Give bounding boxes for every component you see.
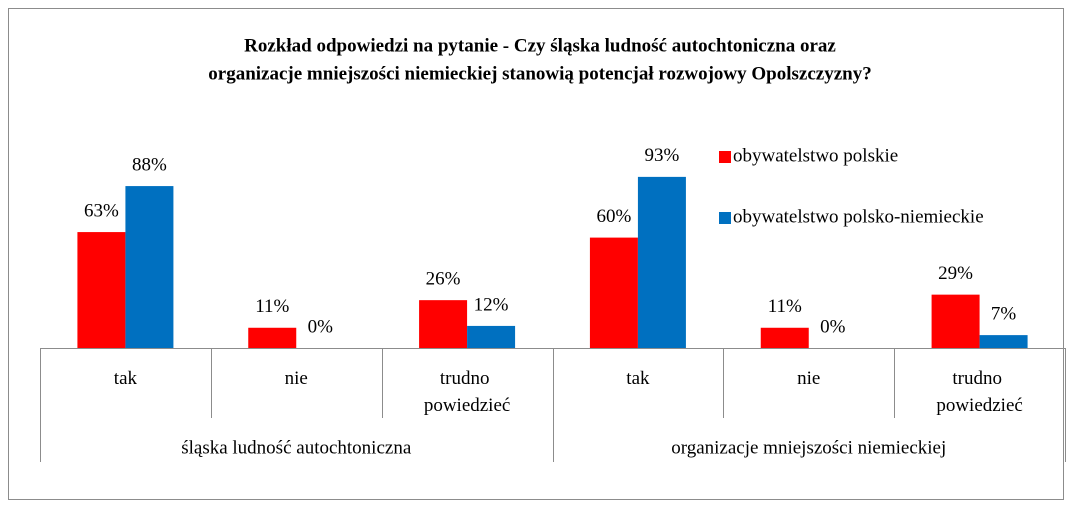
legend-label: obywatelstwo polsko-niemieckie: [733, 206, 984, 227]
chart-title: Rozkład odpowiedzi na pytanie - Czy śląs…: [244, 35, 836, 56]
bar: [637, 176, 686, 348]
chart-title: organizacje mniejszości niemieckiej stan…: [208, 63, 871, 84]
data-label: 88%: [132, 154, 167, 175]
x-tick-label: tak: [114, 368, 138, 389]
x-tick-label: trudno powiedzieć: [424, 368, 511, 416]
data-label: 11%: [255, 296, 289, 317]
x-tick-label: trudno powiedzieć: [936, 368, 1023, 416]
group-label: śląska ludność autochtoniczna: [181, 437, 412, 458]
x-tick-label: nie: [797, 368, 820, 389]
data-label: 63%: [84, 200, 119, 221]
x-tick-label: tak: [626, 368, 650, 389]
bar: [77, 232, 126, 348]
bar: [419, 300, 468, 348]
bar: [760, 327, 809, 348]
bar: [979, 335, 1028, 348]
data-label: 12%: [474, 294, 509, 315]
data-label: 11%: [768, 296, 802, 317]
legend-swatch: [719, 151, 731, 163]
bar: [467, 325, 516, 348]
bar: [125, 186, 174, 348]
legend-label: obywatelstwo polskie: [733, 145, 898, 166]
data-label: 7%: [991, 303, 1017, 324]
data-label: 0%: [308, 316, 334, 337]
bar: [248, 327, 297, 348]
x-tick-label: nie: [285, 368, 308, 389]
data-label: 93%: [645, 145, 680, 166]
bar: [589, 237, 638, 348]
legend-swatch: [719, 212, 731, 224]
group-label: organizacje mniejszości niemieckiej: [671, 437, 946, 458]
data-label: 26%: [426, 269, 461, 290]
chart-frame: [8, 8, 1064, 500]
data-label: 0%: [820, 316, 846, 337]
data-label: 29%: [938, 263, 973, 284]
bar: [931, 294, 980, 348]
data-label: 60%: [597, 206, 632, 227]
